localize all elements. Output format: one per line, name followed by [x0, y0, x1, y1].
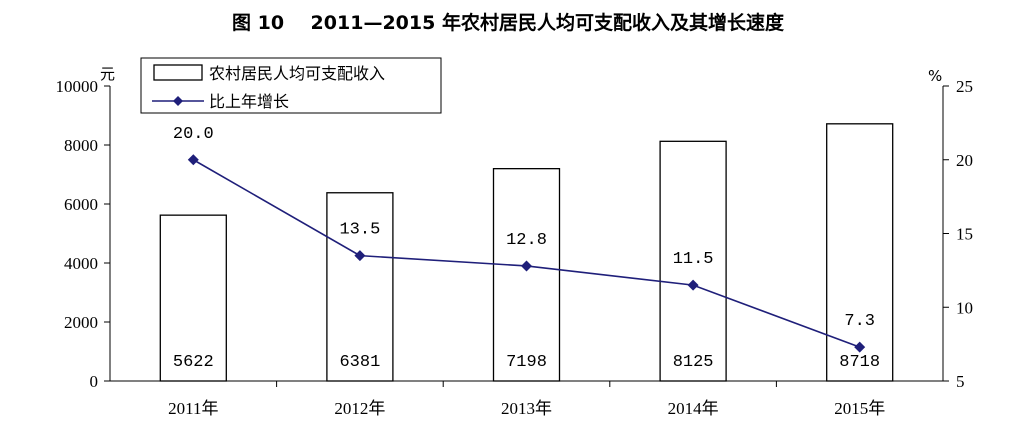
right-axis-unit: %: [928, 67, 942, 85]
legend-diamond-marker: [173, 96, 183, 106]
income-bar: [326, 192, 394, 382]
legend-bar-swatch: [153, 64, 203, 81]
income-bar: [659, 140, 727, 382]
income-bar-value-label: 5622: [173, 353, 214, 372]
right-tick-label: 20: [956, 151, 973, 170]
x-tick-label: 2011年: [168, 399, 218, 418]
growth-value-label: 13.5: [339, 221, 380, 240]
growth-value-label: 12.8: [506, 231, 547, 250]
left-axis-unit: 元: [100, 65, 115, 83]
x-tick-label: 2013年: [501, 399, 552, 418]
growth-point-marker: [854, 341, 866, 353]
left-tick-label: 10000: [56, 77, 99, 96]
income-bar-value-label: 8125: [673, 353, 714, 372]
right-tick-label: 25: [956, 77, 973, 96]
right-tick-label: 10: [956, 298, 973, 317]
income-bar-value-label: 6381: [339, 353, 380, 372]
axes: 0 2000 4000 6000 8000 10000 5 10 15 20 25 2011年 2012…: [56, 65, 974, 418]
legend-label-growth: 比上年增长: [209, 92, 289, 111]
growth-value-label: 20.0: [173, 125, 214, 144]
x-tick-label: 2012年: [334, 399, 385, 418]
growth-point-marker: [687, 279, 699, 291]
income-bar-value-label: 8718: [839, 353, 880, 372]
right-tick-label: 15: [956, 225, 973, 244]
left-tick-label: 0: [90, 372, 99, 391]
income-bar: [492, 168, 561, 382]
income-bar: [159, 214, 227, 382]
x-tick-label: 2015年: [834, 399, 885, 418]
x-tick-label: 2014年: [668, 399, 719, 418]
left-tick-label: 6000: [64, 195, 98, 214]
right-tick-label: 5: [956, 372, 965, 391]
growth-line: 20.0 13.5 12.8 11.5 7.3: [173, 125, 875, 353]
growth-value-label: 7.3: [844, 312, 875, 331]
legend-label-income: 农村居民人均可支配收入: [209, 64, 385, 83]
growth-value-label: 11.5: [673, 250, 714, 269]
growth-point-marker: [354, 250, 366, 262]
chart-title: 图 10 2011—2015 年农村居民人均可支配收入及其增长速度: [232, 12, 784, 34]
growth-point-marker: [521, 260, 532, 272]
left-tick-label: 4000: [64, 254, 98, 273]
left-tick-label: 8000: [64, 136, 98, 155]
left-tick-label: 2000: [64, 313, 98, 332]
growth-point-marker: [187, 154, 199, 166]
income-bar-value-label: 7198: [506, 353, 547, 372]
bars: 5622 6381 7198 8125 8718: [159, 123, 894, 382]
